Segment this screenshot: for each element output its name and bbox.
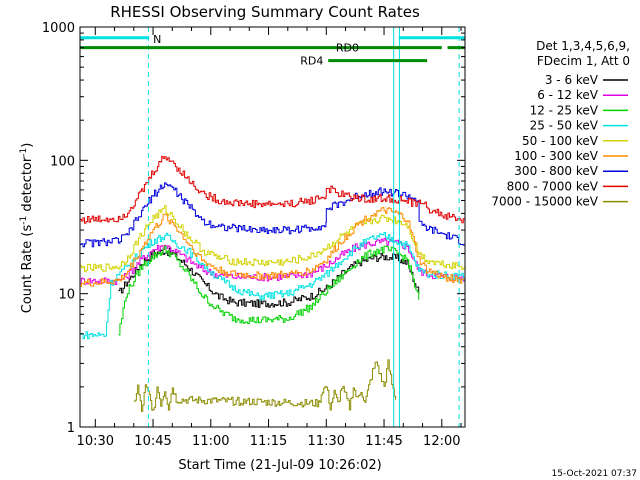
y-label-main: Count Rate (s: [20, 225, 35, 314]
legend-label: 12 - 25 keV: [530, 103, 599, 117]
x-tick-label: 12:00: [423, 434, 460, 449]
x-tick-label: 11:45: [365, 434, 402, 449]
x-tick-label: 10:30: [77, 434, 114, 449]
legend-header-line-1: Det 1,3,4,5,6,9,: [536, 39, 630, 53]
series-line: [79, 182, 466, 248]
legend-label: 7000 - 15000 keV: [491, 195, 598, 209]
series-line: [118, 245, 420, 336]
footer-timestamp: 15-Oct-2021 07:37: [552, 469, 637, 479]
series-line: [79, 232, 466, 340]
y-label-sup2: -1: [19, 148, 29, 157]
series-line: [118, 247, 420, 308]
x-tick-label: 10:45: [134, 434, 171, 449]
legend-header-line-2: FDecim 1, Att 0: [537, 54, 630, 68]
vline-layer: [147, 27, 460, 427]
y-label-end: ): [20, 143, 35, 148]
axis-ticks: 1 10 100 1000 10:30 10:45 11:00 11:15 11:30 11:45…: [42, 21, 465, 449]
y-axis-label: Count Rate (s-1 detector-1): [19, 143, 35, 314]
series-line: [79, 205, 466, 273]
annotation-label: RD4: [300, 55, 323, 68]
annotation-label: RD0: [336, 42, 359, 55]
legend-label: 3 - 6 keV: [545, 73, 599, 87]
plot-frame: [79, 26, 466, 428]
legend-label: 300 - 800 keV: [514, 164, 598, 178]
series-layer: [79, 155, 466, 412]
series-line: [79, 207, 466, 288]
legend: Det 1,3,4,5,6,9, FDecim 1, Att 0 3 - 6 k…: [491, 39, 630, 209]
x-tick-label: 11:00: [192, 434, 229, 449]
legend-label: 50 - 100 keV: [522, 134, 599, 148]
legend-label: 25 - 50 keV: [530, 119, 599, 133]
y-label-mid: detector: [20, 156, 35, 216]
x-axis-label: Start Time (21-Jul-09 10:26:02): [178, 458, 381, 473]
series-line: [79, 155, 466, 224]
plot-area: N RD0 RD4 1 10 100 1000 10:30 10:45 11:00 11:15 11…: [42, 21, 466, 449]
x-tick-label: 11:30: [308, 434, 345, 449]
y-label-sup1: -1: [19, 216, 29, 225]
y-tick-label: 10: [58, 288, 75, 303]
legend-label: 6 - 12 keV: [537, 88, 599, 102]
series-line: [133, 359, 397, 412]
y-tick-label: 100: [50, 154, 75, 169]
annotation-label: N: [153, 33, 161, 46]
x-tick-label: 11:15: [250, 434, 287, 449]
y-tick-label: 1000: [42, 21, 75, 36]
y-tick-label: 1: [67, 421, 75, 436]
legend-label: 800 - 7000 keV: [507, 179, 599, 193]
chart-title: RHESSI Observing Summary Count Rates: [110, 3, 420, 21]
legend-label: 100 - 300 keV: [514, 149, 598, 163]
annotation-layer: N RD0 RD4: [79, 33, 465, 68]
